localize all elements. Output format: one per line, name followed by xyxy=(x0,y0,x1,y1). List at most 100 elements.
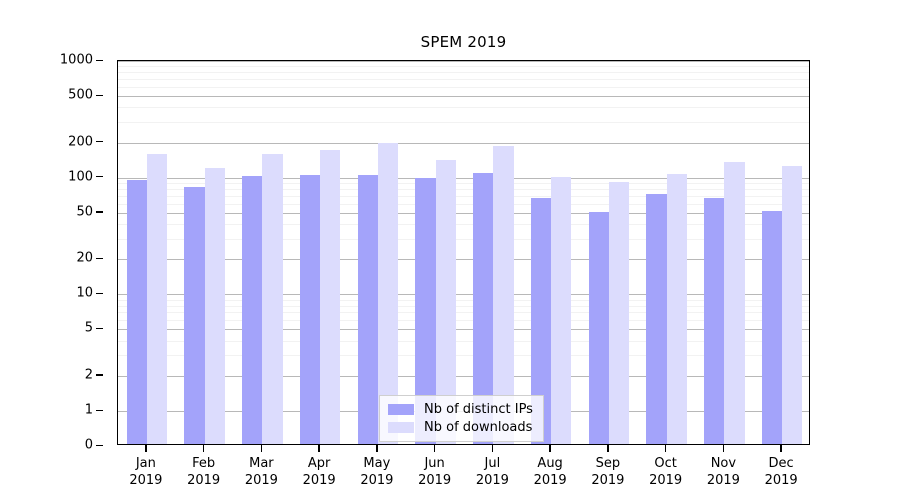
x-tick-mark xyxy=(664,445,667,452)
y-tick-label: 1 xyxy=(84,402,93,418)
x-tick-mark xyxy=(780,445,782,452)
gridline xyxy=(118,86,809,88)
bar-group xyxy=(118,61,809,444)
x-tick-label: Jan 2019 xyxy=(129,456,163,488)
gridline xyxy=(118,375,809,377)
x-tick-mark xyxy=(433,445,436,452)
bar-distinct-ips xyxy=(126,179,147,444)
gridline xyxy=(118,66,809,68)
bar-distinct-ips xyxy=(242,175,263,444)
x-tick-mark xyxy=(491,445,494,452)
bar-distinct-ips xyxy=(299,175,321,444)
gridline xyxy=(118,61,809,62)
gridline xyxy=(118,96,809,98)
bar-downloads xyxy=(782,166,803,444)
x-tick-label: Mar 2019 xyxy=(244,456,278,488)
y-tick-mark xyxy=(96,409,103,411)
x-tick-mark xyxy=(202,445,205,452)
gridlines xyxy=(118,61,809,444)
y-tick-label: 50 xyxy=(76,204,93,220)
bar-downloads xyxy=(320,150,341,444)
x-tick-mark xyxy=(318,445,320,452)
gridline xyxy=(118,320,809,322)
bar-downloads xyxy=(493,145,514,444)
plot-area xyxy=(117,60,810,445)
gridline xyxy=(118,312,809,314)
y-tick-label: 2 xyxy=(84,367,93,383)
legend-label: Nb of downloads xyxy=(424,419,533,435)
y-tick-mark xyxy=(96,327,103,330)
gridline xyxy=(118,355,809,357)
y-tick-label: 10 xyxy=(76,285,93,301)
y-tick-mark xyxy=(96,141,103,143)
x-tick-mark xyxy=(376,445,378,452)
x-tick-mark xyxy=(549,445,551,452)
bar-group xyxy=(118,61,809,444)
bar-distinct-ips xyxy=(704,198,725,444)
gridline xyxy=(118,72,809,74)
x-tick-mark xyxy=(260,445,263,452)
bar-group xyxy=(118,61,809,444)
y-tick-mark xyxy=(96,59,103,61)
gridline xyxy=(118,224,809,226)
gridline xyxy=(118,340,809,342)
y-tick-label: 20 xyxy=(76,250,93,266)
bar-downloads xyxy=(377,143,399,444)
bar-distinct-ips xyxy=(646,194,667,444)
gridline xyxy=(118,305,809,307)
gridline xyxy=(118,183,809,184)
x-tick-label: Jun 2019 xyxy=(418,456,452,488)
gridline xyxy=(118,107,809,109)
x-tick-label: Dec 2019 xyxy=(764,456,798,488)
gridline xyxy=(118,299,809,301)
bar-group xyxy=(118,61,809,444)
bar-downloads xyxy=(262,154,283,444)
bar-distinct-ips xyxy=(473,173,494,444)
y-tick-mark xyxy=(96,176,103,178)
legend-label: Nb of distinct IPs xyxy=(424,401,533,417)
gridline xyxy=(118,238,809,240)
bar-group xyxy=(118,61,809,444)
x-tick-mark xyxy=(607,445,609,452)
bar-downloads xyxy=(435,160,456,444)
legend-swatch-dls xyxy=(388,421,414,433)
bar-distinct-ips xyxy=(588,211,609,444)
y-tick-mark xyxy=(96,292,103,295)
bar-group xyxy=(118,61,809,444)
gridline xyxy=(118,188,809,190)
y-tick-mark xyxy=(96,444,103,446)
bar-group xyxy=(118,61,809,444)
x-tick-mark xyxy=(722,445,725,452)
gridline xyxy=(118,122,809,123)
x-tick-label: Aug 2019 xyxy=(533,456,567,488)
bar-distinct-ips xyxy=(184,186,205,444)
y-tick-label: 0 xyxy=(84,437,93,453)
y-tick-label: 5 xyxy=(84,320,93,336)
x-tick-label: Oct 2019 xyxy=(649,456,683,488)
legend-item: Nb of distinct IPs xyxy=(388,400,533,418)
bar-group xyxy=(118,61,809,444)
y-tick-mark xyxy=(96,211,103,213)
bar-distinct-ips xyxy=(530,198,552,444)
gridline xyxy=(118,259,809,261)
legend-swatch-ips xyxy=(388,403,414,415)
y-tick-label: 500 xyxy=(68,87,93,103)
bar-group xyxy=(118,61,809,444)
page-title: SPEM 2019 xyxy=(420,33,507,51)
y-tick-mark xyxy=(96,374,103,376)
gridline xyxy=(118,294,809,296)
y-tick-mark xyxy=(96,94,103,96)
x-tick-label: Nov 2019 xyxy=(706,456,740,488)
gridline xyxy=(118,177,809,179)
bar-distinct-ips xyxy=(761,210,783,444)
x-tick-label: Sep 2019 xyxy=(591,456,625,488)
gridline xyxy=(118,142,809,144)
x-tick-label: May 2019 xyxy=(360,456,394,488)
bar-distinct-ips xyxy=(357,175,378,444)
bars-layer xyxy=(118,61,809,444)
bar-downloads xyxy=(724,162,745,444)
x-tick-label: Jul 2019 xyxy=(475,456,509,488)
gridline xyxy=(118,195,809,197)
bar-distinct-ips xyxy=(415,178,436,444)
gridline xyxy=(118,212,809,214)
